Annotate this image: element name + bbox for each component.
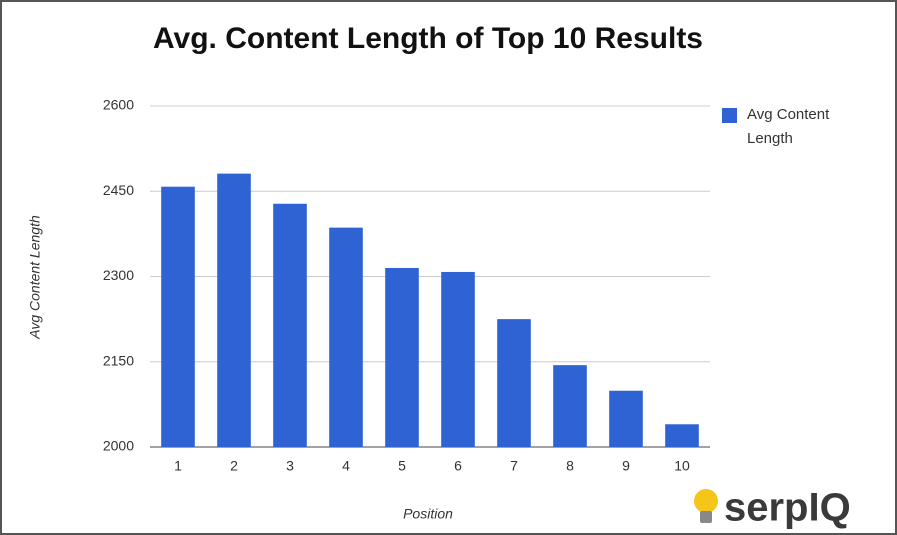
bar — [385, 267, 419, 447]
legend-label: Avg Content Length — [747, 106, 830, 147]
y-tick-label: 2000 — [103, 438, 134, 454]
legend-entry: Avg Content Length — [722, 103, 872, 151]
x-tick-label: 7 — [510, 458, 518, 474]
x-tick-label: 3 — [286, 458, 294, 474]
legend: Avg Content Length — [722, 103, 872, 151]
x-tick-label: 1 — [174, 458, 182, 474]
x-tick-label: 10 — [674, 458, 690, 474]
x-tick-label: 8 — [566, 458, 574, 474]
chart-title: Avg. Content Length of Top 10 Results — [153, 22, 703, 55]
x-tick-label: 6 — [454, 458, 462, 474]
y-tick-label: 2150 — [103, 352, 134, 368]
bar — [441, 271, 475, 447]
bar — [665, 424, 699, 447]
bar — [273, 203, 307, 447]
logo: serpIQ — [724, 486, 851, 530]
bar — [329, 227, 363, 447]
x-tick-label: 2 — [230, 458, 238, 474]
x-tick-label: 4 — [342, 458, 350, 474]
bar — [553, 365, 587, 447]
y-tick-label: 2450 — [103, 182, 134, 198]
x-tick-label: 9 — [622, 458, 630, 474]
logo-bulb — [694, 489, 718, 523]
bar — [217, 173, 251, 448]
y-tick-label: 2300 — [103, 267, 134, 283]
bar — [609, 390, 643, 447]
y-tick-label: 2600 — [103, 97, 134, 113]
y-axis-label: Avg Content Length — [27, 215, 43, 340]
x-axis-label: Position — [403, 506, 453, 522]
bar — [497, 319, 531, 447]
bar — [161, 186, 195, 447]
x-tick-label: 5 — [398, 458, 406, 474]
legend-swatch — [722, 108, 737, 123]
